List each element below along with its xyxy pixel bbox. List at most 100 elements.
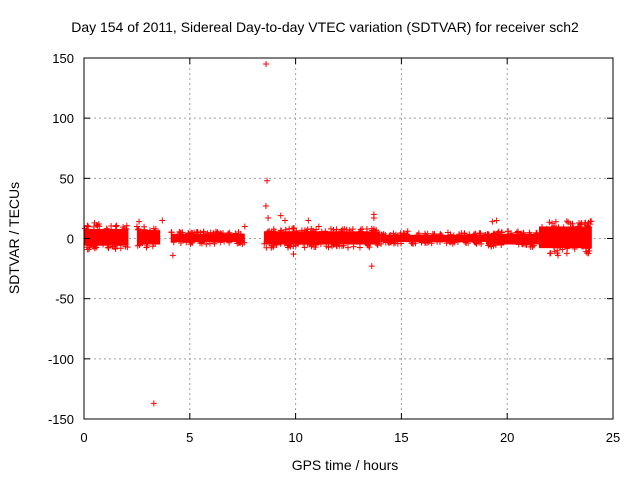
data-point <box>114 242 121 249</box>
outlier-point <box>241 223 248 230</box>
data-point <box>424 230 431 237</box>
outlier-point <box>578 219 585 226</box>
data-point <box>373 227 380 234</box>
data-point <box>492 242 499 249</box>
data-point <box>428 240 435 247</box>
data-point <box>226 239 233 246</box>
data-point <box>333 226 340 233</box>
y-tick-label: 150 <box>52 51 74 66</box>
data-point <box>404 232 411 239</box>
data-point <box>388 239 395 246</box>
data-point <box>113 222 120 229</box>
x-tick-label: 25 <box>606 430 620 445</box>
data-point <box>522 241 529 248</box>
outlier-point <box>95 221 102 228</box>
outlier-point <box>554 252 561 259</box>
data-point <box>409 240 416 247</box>
data-point <box>584 250 591 257</box>
data-point <box>298 227 305 234</box>
outlier-point <box>315 223 322 230</box>
outlier-point <box>91 219 98 226</box>
data-point <box>93 244 100 251</box>
y-tick-label: 50 <box>60 171 74 186</box>
data-point <box>350 243 357 250</box>
data-point <box>477 230 484 237</box>
data-point <box>378 240 385 247</box>
data-point <box>551 248 558 255</box>
data-point <box>563 218 570 225</box>
data-point <box>555 224 562 231</box>
outlier-point <box>282 217 289 224</box>
data-point <box>105 244 112 251</box>
x-tick-label: 5 <box>186 430 193 445</box>
y-tick-label: -50 <box>55 292 74 307</box>
data-point <box>300 240 307 247</box>
data-point <box>563 250 570 257</box>
data-point <box>394 232 401 239</box>
data-point <box>515 229 522 236</box>
data-points <box>81 61 595 407</box>
outlier-point <box>85 223 92 230</box>
data-point <box>273 242 280 249</box>
data-point <box>543 225 550 232</box>
data-point <box>551 222 558 229</box>
data-band <box>170 233 245 243</box>
data-point <box>117 245 124 252</box>
data-point <box>81 225 88 232</box>
data-point <box>111 243 118 250</box>
data-point <box>387 231 394 238</box>
data-point <box>484 231 491 238</box>
data-point <box>585 245 592 252</box>
data-point <box>203 241 210 248</box>
data-point <box>211 239 218 246</box>
data-point <box>461 230 468 237</box>
data-point <box>177 240 184 247</box>
data-point <box>268 242 275 249</box>
x-tick-label: 15 <box>394 430 408 445</box>
data-band <box>84 228 129 246</box>
outlier-point <box>159 217 166 224</box>
data-point <box>471 239 478 246</box>
data-point <box>277 240 284 247</box>
chart-title: Day 154 of 2011, Sidereal Day-to-day VTE… <box>71 19 579 35</box>
outlier-point <box>112 223 119 230</box>
data-point <box>330 226 337 233</box>
data-point <box>527 241 534 248</box>
data-point <box>374 242 381 249</box>
outlier-point <box>277 212 284 219</box>
outlier-point <box>264 177 271 184</box>
outlier-point <box>341 225 348 232</box>
data-point <box>380 232 387 239</box>
data-band <box>538 226 592 249</box>
data-point <box>547 250 554 257</box>
outlier-point <box>150 400 157 407</box>
data-point <box>466 231 473 238</box>
data-point <box>123 222 130 229</box>
outlier-point <box>584 223 591 230</box>
data-point <box>450 232 457 239</box>
data-point <box>105 244 112 251</box>
data-point <box>134 242 141 249</box>
outlier-point <box>444 229 451 236</box>
outlier-point <box>305 217 312 224</box>
data-point <box>447 239 454 246</box>
data-point <box>338 227 345 234</box>
data-point <box>400 231 407 238</box>
data-point <box>325 244 332 251</box>
data-point <box>384 238 391 245</box>
data-point <box>277 227 284 234</box>
data-point <box>168 229 175 236</box>
data-point <box>294 241 301 248</box>
data-point <box>365 242 372 249</box>
data-point <box>480 232 487 239</box>
data-point <box>495 230 502 237</box>
data-point <box>498 241 505 248</box>
outlier-point <box>290 251 297 258</box>
data-point <box>241 239 248 246</box>
data-point <box>421 240 428 247</box>
data-band <box>486 233 539 245</box>
data-point <box>150 225 157 232</box>
data-point <box>212 228 219 235</box>
data-point <box>176 228 183 235</box>
data-point <box>313 226 320 233</box>
